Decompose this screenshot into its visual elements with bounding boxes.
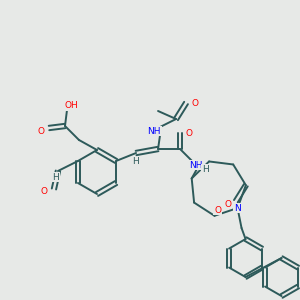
Text: NH: NH (147, 127, 161, 136)
Text: O: O (40, 187, 47, 196)
Text: O: O (214, 206, 221, 214)
Text: H: H (132, 158, 138, 166)
Text: H: H (52, 172, 59, 182)
Text: O: O (186, 128, 193, 137)
Text: NH: NH (189, 160, 203, 169)
Text: O: O (192, 98, 199, 107)
Text: O: O (224, 200, 231, 209)
Text: O: O (38, 128, 44, 136)
Text: H: H (202, 164, 208, 173)
Text: N: N (234, 203, 241, 212)
Text: OH: OH (64, 101, 78, 110)
